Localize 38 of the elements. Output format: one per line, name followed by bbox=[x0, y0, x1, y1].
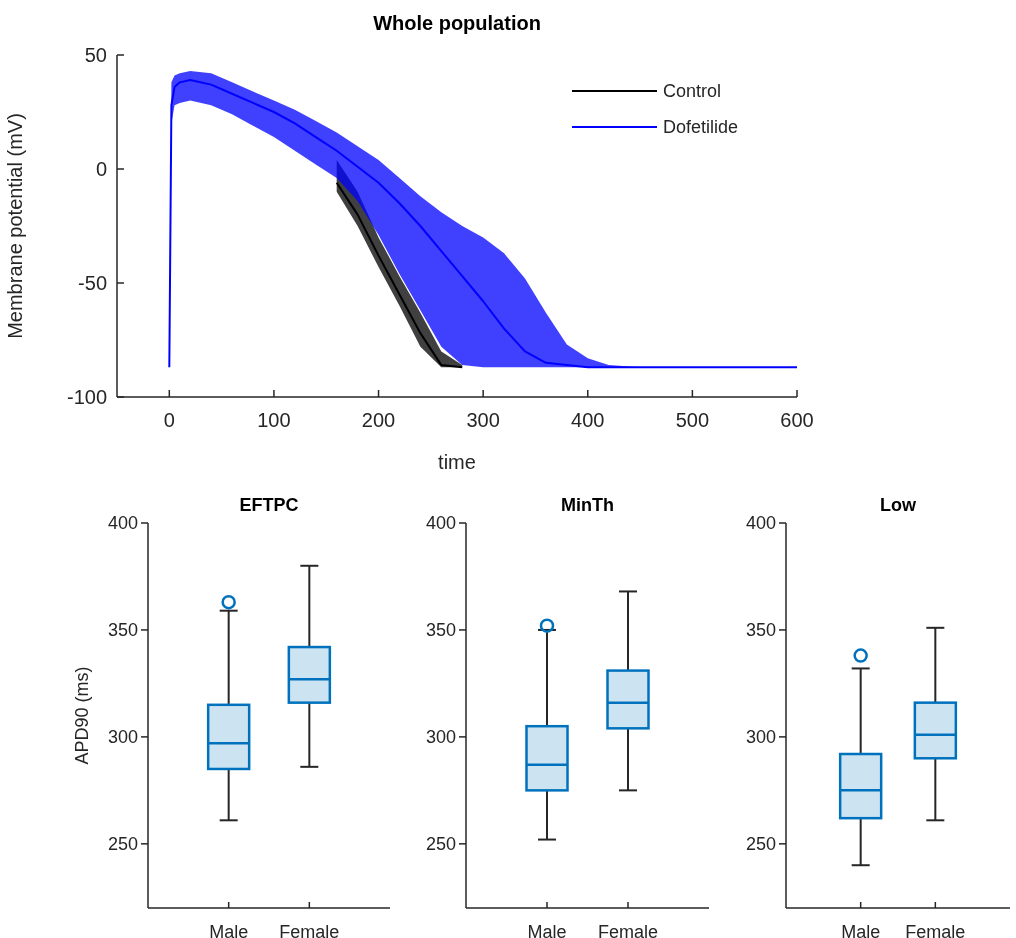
y-tick-label: 50 bbox=[84, 44, 107, 66]
y-tick-label: 300 bbox=[107, 727, 138, 748]
x-tick-label: 200 bbox=[361, 409, 396, 431]
x-tick-label: 300 bbox=[466, 409, 500, 431]
chart-title: Low bbox=[880, 495, 917, 515]
x-tick-label: Female bbox=[597, 922, 659, 938]
x-tick-label: 400 bbox=[571, 409, 605, 431]
y-tick-label: 350 bbox=[745, 620, 776, 641]
y-tick-label: 250 bbox=[425, 834, 456, 855]
x-tick-label: Female bbox=[279, 922, 340, 938]
y-tick-label: 250 bbox=[107, 834, 138, 855]
x-tick-label: Male bbox=[527, 922, 567, 938]
y-tick-label: 300 bbox=[425, 727, 456, 748]
chart-title: MinTh bbox=[561, 495, 614, 515]
x-tick-label: Female bbox=[905, 922, 966, 938]
y-tick-label: 400 bbox=[745, 513, 776, 534]
legend-label: Dofetilide bbox=[663, 117, 739, 138]
x-tick-label: 600 bbox=[780, 409, 814, 431]
y-tick-label: -100 bbox=[66, 386, 107, 408]
x-tick-label: Male bbox=[209, 922, 249, 938]
x-tick-label: 100 bbox=[257, 409, 291, 431]
chart-title: Whole population bbox=[373, 12, 541, 34]
y-tick-label: 350 bbox=[107, 620, 138, 641]
y-axis-title: APD90 (ms) bbox=[72, 666, 92, 765]
y-tick-label: 0 bbox=[95, 158, 107, 180]
legend-label: Control bbox=[663, 81, 722, 102]
y-tick-label: 400 bbox=[425, 513, 456, 534]
x-tick-label: 500 bbox=[675, 409, 710, 431]
y-tick-label: -50 bbox=[78, 272, 107, 294]
x-tick-label: Male bbox=[841, 922, 881, 938]
y-tick-label: 300 bbox=[745, 727, 776, 748]
y-tick-label: 400 bbox=[107, 513, 138, 534]
x-axis-title: time bbox=[438, 451, 476, 473]
x-tick-label: 0 bbox=[163, 409, 175, 431]
y-tick-label: 350 bbox=[425, 620, 456, 641]
y-axis-title: Membrane potential (mV) bbox=[4, 113, 26, 339]
chart-title: EFTPC bbox=[239, 495, 299, 515]
y-tick-label: 250 bbox=[745, 834, 776, 855]
